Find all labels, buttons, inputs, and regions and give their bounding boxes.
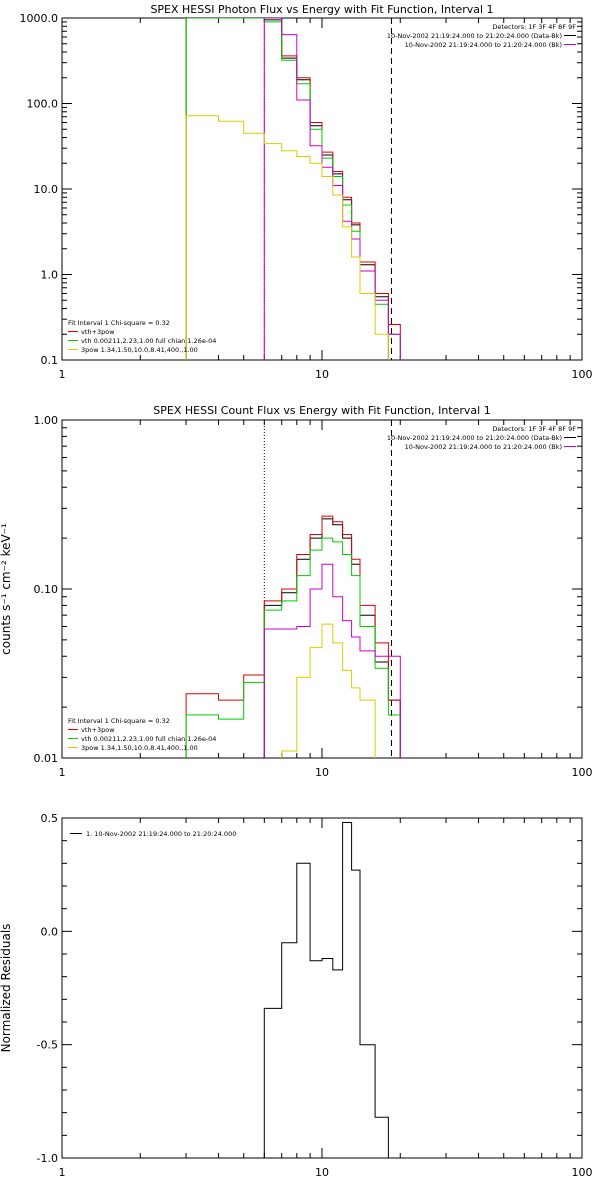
y-tick-label: 1.00 [34, 414, 59, 427]
y-tick-label: -1.0 [37, 1152, 58, 1165]
y-tick-label: 100.0 [27, 98, 59, 111]
y-tick-label: 10.0 [34, 183, 59, 196]
x-tick-label: 1 [59, 766, 66, 779]
y-tick-label: 0.10 [34, 583, 59, 596]
legend-entry: vth+3pow [81, 328, 115, 336]
series-1-histogram [185, 18, 389, 360]
series-3-histogram [185, 18, 401, 360]
x-tick-label: 10 [315, 766, 329, 779]
legend-entry: 10-Nov-2002 21:19:24.000 to 21:20:24.000… [387, 434, 562, 442]
y-tick-label: 0.5 [41, 812, 59, 825]
chart-title: SPEX HESSI Photon Flux vs Energy with Fi… [150, 3, 493, 16]
series-2-histogram [185, 18, 401, 360]
x-tick-label: 100 [572, 766, 593, 779]
panel-3: 1 10 100 -1.0 -0.5 0.0 0.5 Normalized Residuals… [0, 812, 593, 1179]
legend-entry: 10-Nov-2002 21:19:24.000 to 21:20:24.000… [387, 32, 562, 40]
legend-entry: 1. 10-Nov-2002 21:19:24.000 to 21:20:24.… [86, 830, 236, 838]
x-tick-label: 1 [59, 368, 66, 381]
y-tick-label: 1000.0 [20, 12, 59, 25]
legend-detectors: Detectors: 1F 3F 4F 8F 9F [492, 425, 576, 433]
legend-entry: 10-Nov-2002 21:19:24.000 to 21:20:24.000… [405, 443, 562, 451]
series-1-histogram [263, 518, 401, 758]
series-4-histogram [263, 563, 401, 758]
panel-2: SPEX HESSI Count Flux vs Energy with Fit… [0, 404, 593, 779]
legend-fit-info: Fit Interval 1 Chi-square = 0.32 [68, 717, 170, 725]
legend-entry: vth+3pow [81, 726, 115, 734]
data-series [263, 822, 389, 1158]
x-tick-label: 10 [315, 368, 329, 381]
panel-1: SPEX HESSI Photon Flux vs Energy with Fi… [20, 3, 593, 381]
plot-frame [61, 17, 583, 361]
x-tick-label: 1 [59, 1166, 66, 1179]
legend-detectors: Detectors: 1F 3F 4F 8F 9F [492, 23, 576, 31]
series-1-histogram [263, 822, 389, 1158]
y-tick-label: 0.0 [41, 925, 59, 938]
series-4-histogram [263, 18, 401, 360]
y-axis-label: Normalized Residuals [0, 924, 13, 1053]
y-axis-label: counts s⁻¹ cm⁻² keV⁻¹ [0, 523, 13, 655]
plot-frame [61, 817, 583, 1159]
legend-entry: 3pow 1.34,1.50,10.0,8.41,400.,1.00 [81, 744, 198, 752]
y-tick-label: -0.5 [37, 1039, 58, 1052]
y-tick-label: 1.0 [41, 269, 59, 282]
data-series [185, 18, 401, 360]
series-2-histogram [185, 515, 401, 758]
x-tick-label: 100 [572, 1166, 593, 1179]
x-tick-label: 100 [572, 368, 593, 381]
data-series [185, 515, 401, 758]
y-tick-label: 0.01 [34, 752, 59, 765]
legend-entry: 3pow 1.34,1.50,10.0,8.41,400.,1.00 [81, 346, 198, 354]
series-5-histogram [185, 115, 389, 360]
legend-fit-info: Fit Interval 1 Chi-square = 0.32 [68, 319, 170, 327]
legend-entry: vth 0.00211,2.23,1.00 full chian 1.26e-0… [81, 735, 216, 743]
legend-entry: vth 0.00211,2.23,1.00 full chian 1.26e-0… [81, 337, 216, 345]
legend-entry: 10-Nov-2002 21:19:24.000 to 21:20:24.000… [405, 41, 562, 49]
chart-title: SPEX HESSI Count Flux vs Energy with Fit… [153, 404, 490, 417]
x-tick-label: 10 [315, 1166, 329, 1179]
y-tick-label: 0.1 [41, 354, 59, 367]
series-5-histogram [281, 623, 376, 758]
series-3-histogram [185, 537, 401, 758]
